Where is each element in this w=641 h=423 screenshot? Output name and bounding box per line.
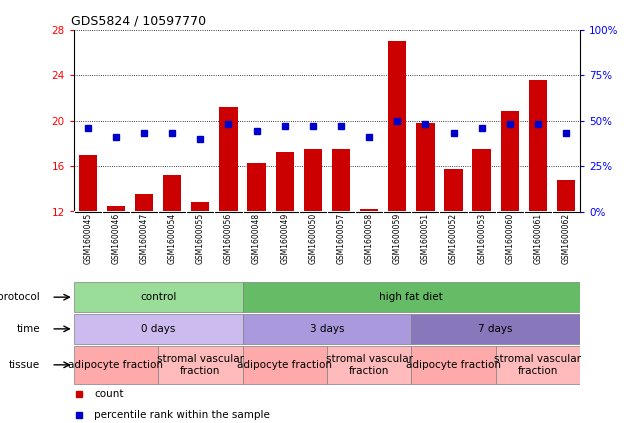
Bar: [74, 346, 158, 384]
Text: time: time: [16, 324, 40, 334]
Text: count: count: [94, 390, 124, 399]
Text: 3 days: 3 days: [310, 324, 344, 334]
Text: high fat diet: high fat diet: [379, 292, 443, 302]
Text: GDS5824 / 10597770: GDS5824 / 10597770: [71, 14, 206, 27]
Bar: [501, 111, 519, 212]
Bar: [242, 346, 327, 384]
Text: adipocyte fraction: adipocyte fraction: [237, 360, 332, 370]
Bar: [557, 180, 575, 212]
Bar: [135, 195, 153, 212]
Text: stromal vascular
fraction: stromal vascular fraction: [494, 354, 581, 376]
Text: 0 days: 0 days: [141, 324, 175, 334]
Bar: [495, 346, 580, 384]
Bar: [107, 206, 125, 212]
Text: adipocyte fraction: adipocyte fraction: [406, 360, 501, 370]
Bar: [412, 346, 495, 384]
Bar: [79, 155, 97, 212]
Bar: [247, 162, 266, 212]
Bar: [242, 282, 580, 312]
Bar: [360, 209, 378, 212]
Bar: [74, 282, 242, 312]
Bar: [472, 149, 491, 212]
Bar: [444, 170, 463, 212]
Bar: [412, 314, 580, 344]
Bar: [74, 314, 242, 344]
Bar: [304, 149, 322, 212]
Bar: [242, 314, 412, 344]
Text: control: control: [140, 292, 176, 302]
Bar: [529, 80, 547, 212]
Bar: [276, 152, 294, 212]
Bar: [327, 346, 412, 384]
Text: percentile rank within the sample: percentile rank within the sample: [94, 410, 270, 420]
Bar: [158, 346, 242, 384]
Text: protocol: protocol: [0, 292, 40, 302]
Text: 7 days: 7 days: [478, 324, 513, 334]
Text: stromal vascular
fraction: stromal vascular fraction: [157, 354, 244, 376]
Text: tissue: tissue: [9, 360, 40, 370]
Bar: [219, 107, 238, 212]
Text: adipocyte fraction: adipocyte fraction: [69, 360, 163, 370]
Bar: [163, 175, 181, 212]
Bar: [191, 203, 210, 212]
Bar: [388, 41, 406, 212]
Text: stromal vascular
fraction: stromal vascular fraction: [326, 354, 413, 376]
Bar: [416, 123, 435, 212]
Bar: [332, 149, 350, 212]
